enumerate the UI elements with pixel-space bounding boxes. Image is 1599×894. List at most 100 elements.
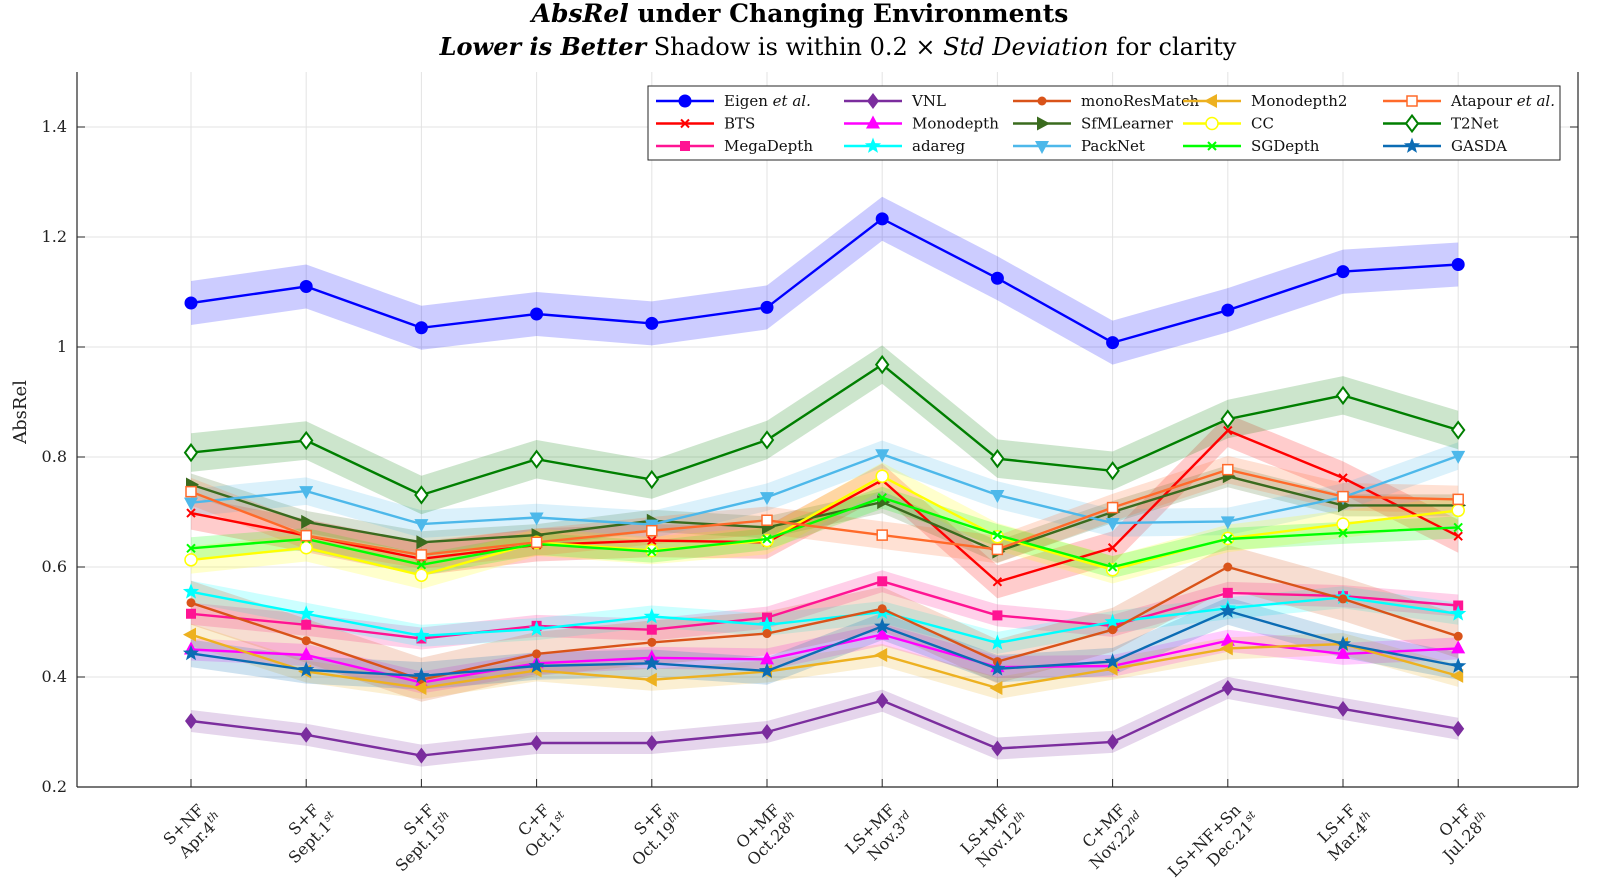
shadow-band bbox=[191, 462, 1459, 589]
data-point bbox=[992, 530, 1003, 540]
data-point bbox=[1037, 96, 1047, 106]
data-point bbox=[1220, 516, 1235, 530]
data-point bbox=[415, 549, 428, 561]
data-point bbox=[1106, 501, 1119, 514]
data-point bbox=[760, 300, 774, 314]
legend-label: VNL bbox=[911, 92, 946, 110]
data-point bbox=[877, 604, 887, 614]
data-point bbox=[1335, 385, 1351, 406]
data-point bbox=[762, 629, 772, 639]
data-point bbox=[990, 489, 1005, 503]
data-point bbox=[298, 430, 314, 451]
legend-item: monoResMatch bbox=[1013, 92, 1200, 110]
data-point bbox=[1221, 680, 1234, 696]
series-line bbox=[190, 686, 1459, 757]
data-point bbox=[644, 469, 660, 490]
data-point bbox=[185, 485, 197, 498]
data-point bbox=[1219, 641, 1233, 656]
data-point bbox=[1404, 113, 1420, 134]
data-point bbox=[761, 514, 773, 526]
shadow-band bbox=[191, 623, 1459, 699]
data-point bbox=[1451, 450, 1466, 464]
data-point bbox=[1403, 137, 1421, 153]
data-point bbox=[876, 529, 888, 541]
data-point bbox=[989, 681, 1003, 695]
data-point bbox=[991, 740, 1004, 757]
y-tick-label: 1.4 bbox=[42, 117, 67, 136]
legend-item: GASDA bbox=[1383, 137, 1507, 155]
series-line bbox=[190, 468, 1459, 557]
legend-item: Atapour et al. bbox=[1383, 92, 1555, 110]
data-point bbox=[1337, 700, 1349, 717]
legend-item: SfMLearner bbox=[1013, 115, 1174, 133]
data-point bbox=[876, 692, 889, 709]
chart-title: AbsRel under Changing Environments bbox=[530, 0, 1069, 28]
legend-label: Atapour et al. bbox=[1450, 92, 1555, 110]
data-point bbox=[875, 212, 889, 226]
data-point bbox=[875, 469, 889, 483]
data-point bbox=[762, 534, 772, 544]
data-point bbox=[645, 316, 659, 330]
data-point bbox=[1107, 562, 1118, 572]
data-point bbox=[528, 620, 545, 636]
data-point bbox=[1452, 493, 1464, 506]
data-point bbox=[298, 661, 315, 677]
data-point bbox=[530, 735, 543, 751]
data-point bbox=[761, 724, 773, 740]
shadow-band bbox=[191, 414, 1459, 599]
data-point bbox=[1453, 531, 1463, 541]
y-tick-label: 0.8 bbox=[42, 447, 67, 466]
legend-item: T2Net bbox=[1383, 113, 1499, 134]
data-point bbox=[646, 524, 658, 537]
y-tick-label: 1 bbox=[57, 337, 67, 356]
data-point bbox=[414, 321, 428, 335]
data-point bbox=[1453, 522, 1463, 533]
data-point bbox=[1334, 635, 1352, 651]
data-point bbox=[989, 634, 1006, 650]
data-point bbox=[530, 307, 544, 321]
data-point bbox=[1204, 94, 1217, 108]
data-point bbox=[415, 747, 428, 764]
legend-item: PackNet bbox=[1013, 137, 1145, 155]
data-point bbox=[992, 577, 1003, 587]
data-point bbox=[1336, 517, 1350, 531]
shadow-band bbox=[191, 545, 1459, 702]
legend-item: CC bbox=[1183, 115, 1274, 133]
legend-item: Monodepth bbox=[844, 115, 999, 133]
data-point bbox=[1406, 95, 1418, 107]
data-point bbox=[301, 514, 315, 529]
legend-label: adareg bbox=[912, 137, 966, 155]
data-point bbox=[184, 553, 198, 567]
y-axis-label: AbsRel bbox=[10, 380, 31, 445]
data-point bbox=[680, 141, 690, 151]
legend: Eigen et al. VNL monoResMatch Monodepth2 Ata… bbox=[647, 85, 1561, 161]
data-point bbox=[1451, 258, 1465, 271]
data-point bbox=[1037, 116, 1050, 131]
series-line bbox=[190, 633, 1459, 684]
data-point bbox=[528, 657, 545, 673]
shadow-band bbox=[191, 345, 1459, 515]
y-tick-label: 0.2 bbox=[42, 777, 67, 796]
series-line bbox=[190, 633, 1459, 690]
data-point bbox=[647, 546, 657, 557]
data-point bbox=[680, 118, 690, 129]
data-point bbox=[1338, 594, 1348, 604]
data-point bbox=[416, 560, 427, 570]
data-point bbox=[1450, 420, 1466, 440]
data-point bbox=[1336, 265, 1350, 279]
series-line bbox=[190, 496, 1459, 569]
data-point bbox=[647, 535, 657, 546]
data-point bbox=[183, 627, 196, 642]
series bbox=[182, 602, 1467, 683]
data-point bbox=[643, 654, 660, 671]
shadow-band bbox=[191, 440, 1459, 539]
data-point bbox=[1337, 490, 1349, 503]
y-tick-label: 1.2 bbox=[42, 227, 67, 246]
data-point bbox=[875, 626, 890, 640]
legend-label: PackNet bbox=[1081, 137, 1145, 155]
data-point bbox=[1451, 640, 1466, 654]
